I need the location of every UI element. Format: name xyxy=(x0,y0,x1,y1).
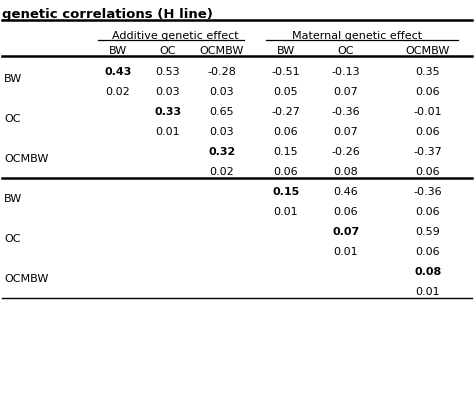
Text: OCMBW: OCMBW xyxy=(200,46,244,56)
Text: 0.06: 0.06 xyxy=(416,127,440,137)
Text: BW: BW xyxy=(4,194,22,204)
Text: 0.06: 0.06 xyxy=(416,166,440,177)
Text: 0.06: 0.06 xyxy=(334,206,358,216)
Text: 0.01: 0.01 xyxy=(273,206,298,216)
Text: -0.37: -0.37 xyxy=(414,147,442,157)
Text: OC: OC xyxy=(4,233,20,243)
Text: -0.27: -0.27 xyxy=(272,107,301,117)
Text: 0.08: 0.08 xyxy=(414,266,442,276)
Text: OCMBW: OCMBW xyxy=(406,46,450,56)
Text: OC: OC xyxy=(338,46,354,56)
Text: -0.26: -0.26 xyxy=(332,147,360,157)
Text: 0.15: 0.15 xyxy=(273,187,300,197)
Text: 0.02: 0.02 xyxy=(106,87,130,97)
Text: 0.06: 0.06 xyxy=(273,127,298,137)
Text: 0.03: 0.03 xyxy=(210,87,234,97)
Text: 0.06: 0.06 xyxy=(273,166,298,177)
Text: OCMBW: OCMBW xyxy=(4,273,48,283)
Text: -0.51: -0.51 xyxy=(272,67,301,77)
Text: 0.07: 0.07 xyxy=(334,87,358,97)
Text: Additive genetic effect: Additive genetic effect xyxy=(112,31,238,41)
Text: 0.53: 0.53 xyxy=(155,67,180,77)
Text: 0.32: 0.32 xyxy=(209,147,236,157)
Text: 0.43: 0.43 xyxy=(104,67,132,77)
Text: 0.06: 0.06 xyxy=(416,206,440,216)
Text: 0.01: 0.01 xyxy=(416,286,440,296)
Text: -0.28: -0.28 xyxy=(208,67,237,77)
Text: 0.65: 0.65 xyxy=(210,107,234,117)
Text: 0.06: 0.06 xyxy=(416,247,440,256)
Text: 0.01: 0.01 xyxy=(155,127,180,137)
Text: 0.03: 0.03 xyxy=(155,87,180,97)
Text: 0.01: 0.01 xyxy=(334,247,358,256)
Text: 0.06: 0.06 xyxy=(416,87,440,97)
Text: OCMBW: OCMBW xyxy=(4,154,48,164)
Text: 0.07: 0.07 xyxy=(332,226,360,236)
Text: 0.08: 0.08 xyxy=(334,166,358,177)
Text: 0.15: 0.15 xyxy=(273,147,298,157)
Text: OC: OC xyxy=(160,46,176,56)
Text: -0.36: -0.36 xyxy=(414,187,442,197)
Text: OC: OC xyxy=(4,114,20,124)
Text: genetic correlations (H line): genetic correlations (H line) xyxy=(2,8,213,21)
Text: -0.13: -0.13 xyxy=(332,67,360,77)
Text: 0.05: 0.05 xyxy=(273,87,298,97)
Text: 0.02: 0.02 xyxy=(210,166,234,177)
Text: Maternal genetic effect: Maternal genetic effect xyxy=(292,31,422,41)
Text: 0.35: 0.35 xyxy=(416,67,440,77)
Text: BW: BW xyxy=(277,46,295,56)
Text: -0.36: -0.36 xyxy=(332,107,360,117)
Text: 0.03: 0.03 xyxy=(210,127,234,137)
Text: BW: BW xyxy=(4,74,22,84)
Text: 0.33: 0.33 xyxy=(155,107,182,117)
Text: BW: BW xyxy=(109,46,127,56)
Text: 0.07: 0.07 xyxy=(334,127,358,137)
Text: -0.01: -0.01 xyxy=(414,107,442,117)
Text: 0.46: 0.46 xyxy=(334,187,358,197)
Text: 0.59: 0.59 xyxy=(416,226,440,236)
